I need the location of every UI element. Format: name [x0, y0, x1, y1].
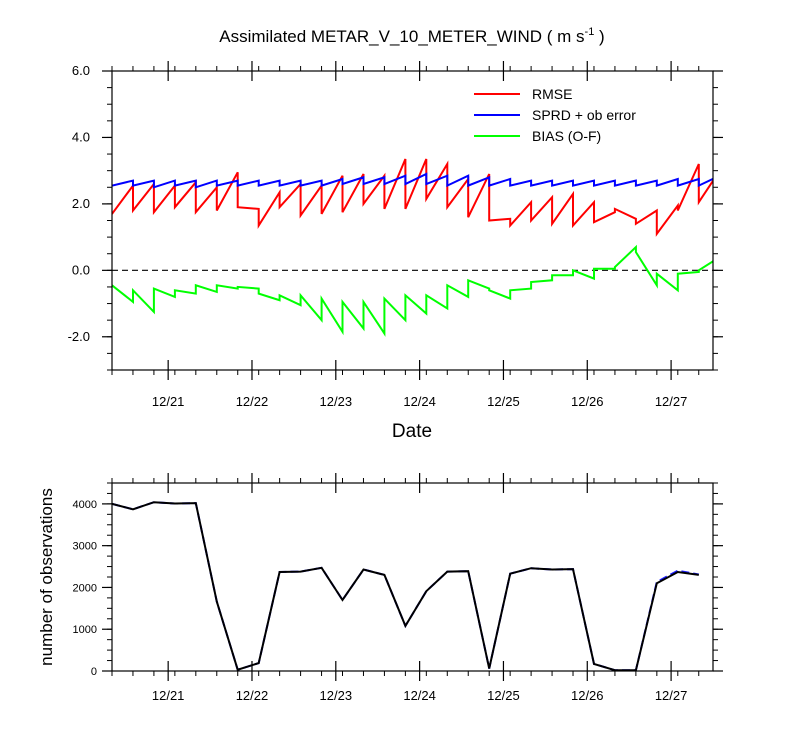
x-tick-label-12-26: 12/26: [571, 394, 604, 409]
x-tick-label-12-22: 12/22: [236, 688, 269, 703]
x-tick-label-12-22: 12/22: [236, 394, 269, 409]
y-tick-label-4-0: 4.0: [72, 129, 90, 144]
x-tick-label-12-26: 12/26: [571, 688, 604, 703]
chart-title-superscript: -1: [585, 26, 595, 38]
x-axis-label: Date: [392, 421, 432, 442]
series-line-rmse: [112, 158, 713, 237]
y-tick-label-6-0: 6.0: [72, 63, 90, 78]
x-tick-label-12-27: 12/27: [655, 688, 688, 703]
x-tick-label-12-21: 12/21: [152, 688, 185, 703]
x-tick-label-12-25: 12/25: [487, 394, 520, 409]
top-axis-ticks: 12/21 12/22 12/23 12/24 12/25 12/26 12/27 -2.0 0…: [68, 61, 723, 409]
chart-title: Assimilated METAR_V_10_METER_WIND ( m s-…: [219, 26, 604, 46]
y-tick-label-2000: 2000: [73, 582, 97, 594]
x-tick-label-12-24: 12/24: [403, 394, 436, 409]
bottom-plot-frame: [111, 482, 714, 672]
y-tick-label-4000: 4000: [73, 499, 97, 511]
x-tick-label-12-23: 12/23: [320, 688, 353, 703]
series-line-bias-o-f: [112, 244, 713, 337]
legend-label-bias-o-f: BIAS (O-F): [532, 128, 601, 144]
legend-label-sprd-ob-error: SPRD + ob error: [532, 107, 636, 123]
bottom-series-group: [112, 501, 699, 671]
chart-title-suffix: ): [594, 27, 604, 46]
x-tick-label-12-23: 12/23: [320, 394, 353, 409]
series-line-sprd-ob-error: [112, 172, 713, 189]
x-tick-label-12-25: 12/25: [487, 688, 520, 703]
x-tick-label-12-24: 12/24: [403, 688, 436, 703]
series-line-assimilated: [112, 501, 699, 671]
chart-title-main: Assimilated METAR_V_10_METER_WIND ( m s: [219, 27, 584, 46]
observation-count-chart: 12/21 12/22 12/23 12/24 12/25 12/26 12/27 0 1000…: [37, 473, 723, 703]
legend: RMSE SPRD + ob error BIAS (O-F): [474, 86, 636, 144]
legend-label-rmse: RMSE: [532, 86, 572, 102]
y-tick-label-0-0: 0.0: [72, 262, 90, 277]
y-tick-label-0: 0: [91, 666, 97, 678]
bottom-axis-ticks: 12/21 12/22 12/23 12/24 12/25 12/26 12/27 0 1000…: [73, 473, 723, 703]
y-axis-label: number of observations: [37, 488, 56, 666]
y-tick-label-2-0: 2.0: [72, 196, 90, 211]
x-tick-label-12-21: 12/21: [152, 394, 185, 409]
x-tick-label-12-27: 12/27: [655, 394, 688, 409]
top-series-group: [112, 158, 713, 337]
y-tick-label-2-0: -2.0: [68, 329, 90, 344]
y-tick-label-1000: 1000: [73, 624, 97, 636]
top-plot-frame: [111, 70, 714, 371]
y-tick-label-3000: 3000: [73, 541, 97, 553]
wind-stats-chart: Assimilated METAR_V_10_METER_WIND ( m s-…: [68, 26, 723, 442]
